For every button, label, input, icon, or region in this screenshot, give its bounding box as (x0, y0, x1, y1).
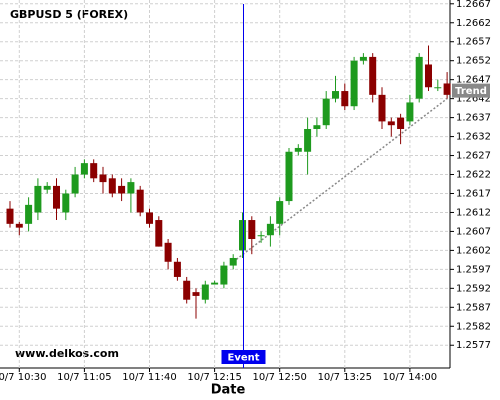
candle-body (239, 220, 246, 251)
y-tick-label: 1.2602 (456, 245, 491, 256)
candle-body (53, 185, 60, 209)
candle-body (173, 261, 181, 277)
y-tick-label: 1.2622 (456, 170, 491, 181)
x-axis-title: Date (211, 383, 246, 398)
x-tick-label: 10/7 14:00 (383, 372, 437, 383)
candle-body (369, 56, 377, 95)
candle-body (192, 292, 200, 296)
candle-body (25, 204, 33, 224)
candle-body (257, 235, 265, 237)
chart-title: GBPUSD 5 (FOREX) (10, 8, 128, 21)
y-tick-label: 1.2587 (456, 302, 491, 313)
x-tick-label: 10/7 12:15 (187, 372, 241, 383)
watermark: www.delkos.com (15, 347, 119, 360)
candle-body (378, 94, 386, 122)
y-tick-label: 1.2582 (456, 321, 491, 332)
candle-body (304, 128, 312, 152)
event-label: Event (227, 353, 259, 364)
candle-body (211, 282, 219, 285)
candle-body (164, 242, 172, 262)
trend-label-box (452, 83, 490, 98)
x-tick-label: 10/7 11:05 (57, 372, 111, 383)
candle-body (220, 265, 228, 285)
candle-body (397, 117, 405, 129)
y-tick-label: 1.2607 (456, 226, 491, 237)
candle-body (229, 257, 237, 266)
candle-body (294, 147, 302, 152)
candle-body (322, 98, 330, 126)
event-label-box (221, 350, 266, 364)
x-tick-label: 10/7 10:30 (0, 372, 47, 383)
candle-body (425, 64, 432, 88)
x-tick-label: 10/7 13:25 (318, 372, 372, 383)
y-tick-label: 1.2657 (456, 37, 491, 48)
candle-body (285, 151, 293, 202)
candle-body (90, 163, 98, 179)
candle-body (266, 223, 274, 236)
trend-label: Trend (455, 86, 487, 97)
candle-body (15, 223, 23, 228)
candle-body (359, 56, 367, 61)
candle-body (406, 102, 414, 122)
y-tick-label: 1.2592 (456, 283, 491, 294)
candle-body (332, 91, 339, 99)
candle-body (201, 284, 209, 300)
candle-body (387, 121, 395, 126)
candle-body (108, 178, 116, 194)
y-tick-label: 1.2627 (456, 151, 491, 162)
candle-body (62, 193, 70, 213)
y-tick-label: 1.2662 (456, 18, 491, 29)
y-tick-label: 1.2612 (456, 207, 491, 218)
y-tick-label: 1.2647 (456, 75, 491, 86)
candle-body (341, 91, 349, 107)
candle-body (415, 56, 423, 99)
candle-body (34, 185, 42, 213)
candle-body (136, 189, 144, 213)
candle-body (43, 185, 51, 190)
x-tick-label: 10/7 11:40 (122, 372, 176, 383)
candle-body (6, 208, 14, 224)
y-tick-label: 1.2617 (456, 188, 491, 199)
candle-body (127, 182, 135, 194)
y-tick-label: 1.2652 (456, 56, 491, 67)
candle-body (276, 201, 284, 224)
candle-body (99, 174, 107, 183)
candle-body (118, 185, 126, 194)
candle-body (350, 60, 358, 107)
y-tick-label: 1.2597 (456, 264, 491, 275)
y-tick-label: 1.2577 (456, 340, 491, 351)
y-tick-label: 1.2637 (456, 113, 491, 124)
candle-body (146, 212, 153, 224)
y-tick-label: 1.2667 (456, 0, 491, 10)
candle-body (313, 125, 321, 129)
candle-body (183, 280, 191, 300)
candle-body (155, 220, 163, 247)
candle-body (71, 174, 79, 194)
candle-body (80, 163, 88, 175)
candle-body (434, 87, 442, 89)
y-tick-label: 1.2642 (456, 94, 491, 105)
candle-body (248, 220, 256, 240)
candle-body (443, 83, 451, 95)
y-tick-label: 1.2632 (456, 132, 491, 143)
x-tick-label: 10/7 12:50 (252, 372, 306, 383)
